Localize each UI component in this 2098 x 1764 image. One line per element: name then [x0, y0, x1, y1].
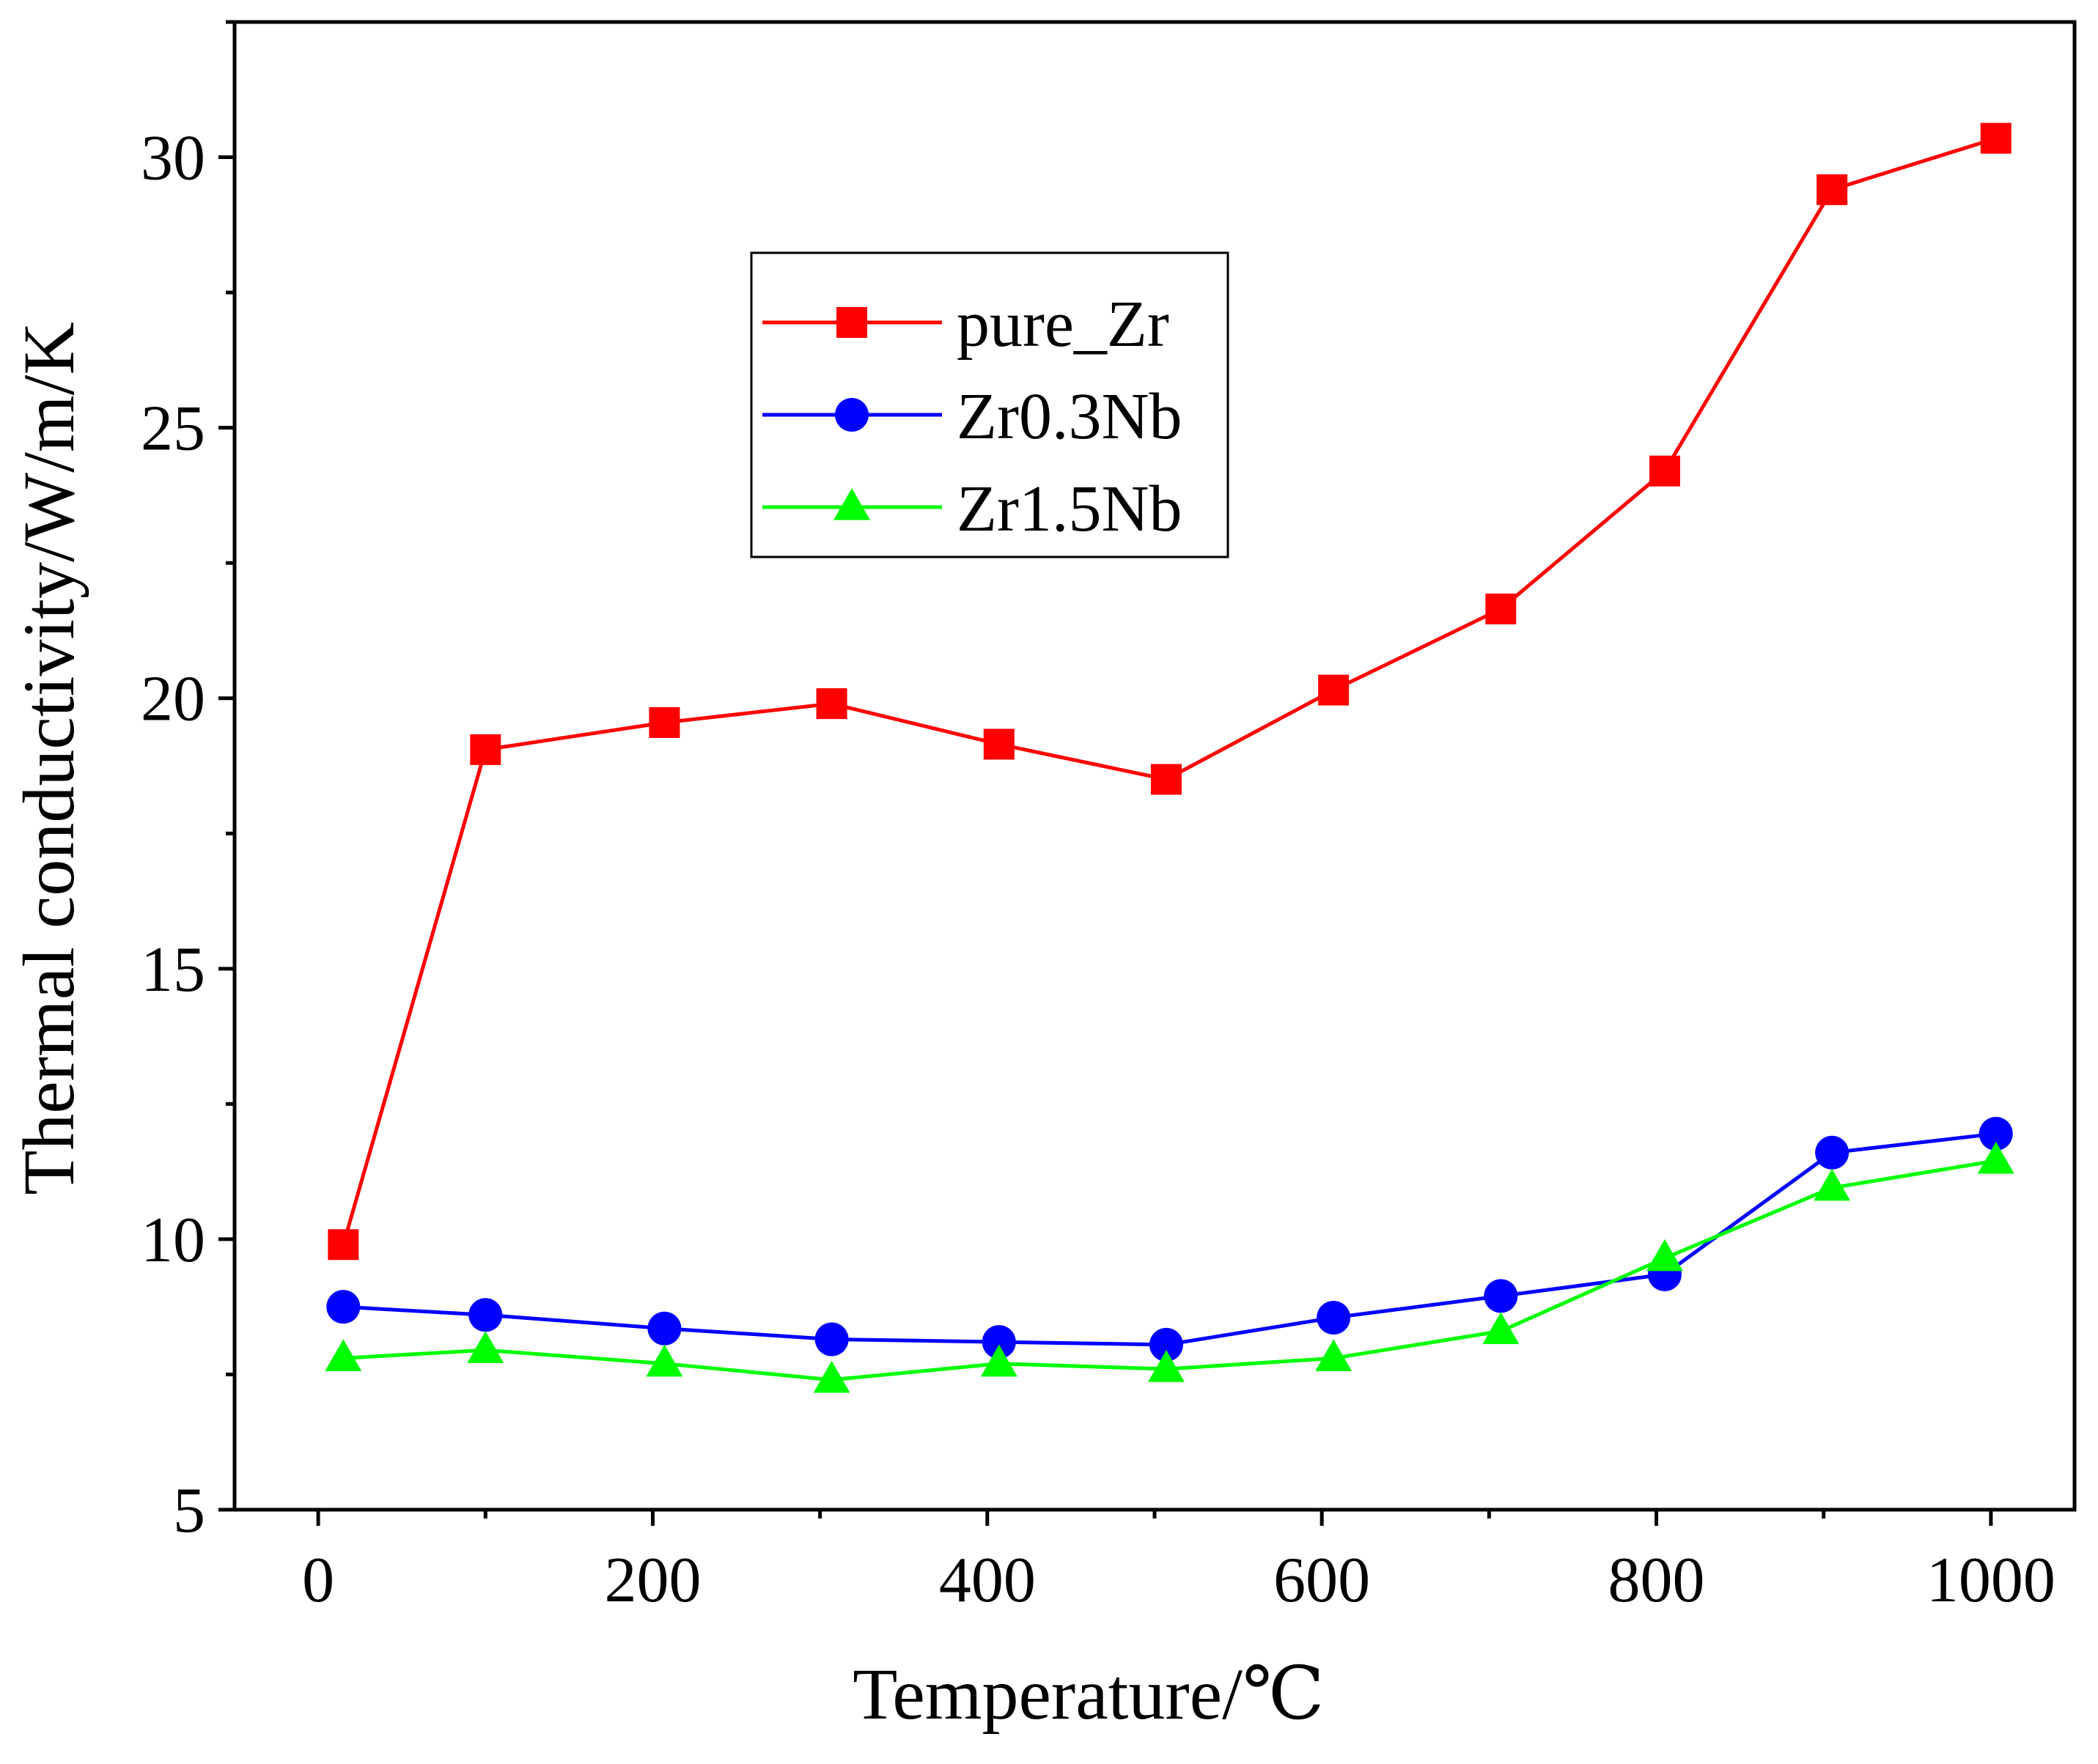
data-point-pure-zr	[1649, 455, 1680, 487]
data-point-zr1-5nb	[325, 1339, 362, 1371]
data-point-zr1-5nb	[646, 1344, 683, 1377]
data-point-pure-zr	[816, 688, 847, 720]
x-tick-label: 600	[1273, 1545, 1370, 1616]
data-point-zr0-3nb	[1484, 1279, 1518, 1313]
legend-item-zr1-5nb: Zr1.5Nb	[762, 473, 1182, 545]
legend-marker-pure-zr	[836, 307, 867, 338]
data-point-zr1-5nb	[1315, 1339, 1352, 1371]
data-point-pure-zr	[1817, 174, 1848, 205]
y-tick-label: 30	[141, 123, 205, 194]
legend-item-pure-zr: pure_Zr	[762, 288, 1169, 361]
legend: pure_Zr Zr0.3Nb Zr1.5Nb	[750, 251, 1229, 558]
data-point-pure-zr	[983, 728, 1015, 760]
data-point-zr1-5nb	[467, 1331, 504, 1363]
data-point-zr1-5nb	[1646, 1239, 1683, 1272]
x-axis-title: Temperature/℃	[853, 1653, 1324, 1735]
y-tick-label: 20	[141, 664, 205, 735]
data-point-zr0-3nb	[647, 1311, 682, 1346]
data-point-zr0-3nb	[468, 1298, 503, 1332]
x-tick-label: 1000	[1926, 1545, 2055, 1616]
data-point-zr0-3nb	[1317, 1300, 1351, 1335]
x-tick-label: 800	[1608, 1545, 1705, 1616]
data-point-pure-zr	[470, 734, 501, 765]
data-point-zr0-3nb	[1149, 1327, 1183, 1362]
data-point-zr0-3nb	[1815, 1135, 1849, 1170]
y-tick-label: 15	[141, 934, 205, 1005]
series-pure-zr	[328, 122, 2011, 1261]
plot-series	[325, 122, 2014, 1393]
data-point-zr0-3nb	[326, 1290, 361, 1324]
data-point-zr1-5nb	[813, 1360, 850, 1393]
x-tick-label: 400	[939, 1545, 1036, 1616]
axes: 0 200 400 600 800 1000 5 10 15 20 25 30 Temperature/…	[8, 20, 2077, 1735]
legend-label-zr1-5nb: Zr1.5Nb	[957, 473, 1182, 545]
data-point-pure-zr	[328, 1229, 359, 1261]
data-point-pure-zr	[1318, 674, 1350, 706]
x-tick-label: 200	[604, 1545, 701, 1616]
y-tick-label: 10	[141, 1205, 205, 1276]
data-point-zr1-5nb	[1977, 1141, 2014, 1174]
data-point-zr1-5nb	[1482, 1312, 1520, 1345]
legend-label-pure-zr: pure_Zr	[957, 288, 1169, 361]
data-point-zr0-3nb	[982, 1325, 1016, 1359]
data-point-zr1-5nb	[980, 1344, 1017, 1377]
legend-marker-zr0-3nb	[835, 398, 869, 432]
data-point-pure-zr	[1485, 593, 1517, 624]
legend-marker-zr1-5nb	[833, 487, 870, 520]
data-point-zr1-5nb	[1814, 1168, 1851, 1201]
data-point-pure-zr	[1980, 122, 2011, 154]
series-zr1-5nb	[325, 1141, 2014, 1393]
legend-label-zr0-3nb: Zr0.3Nb	[957, 380, 1182, 453]
data-point-zr1-5nb	[1147, 1350, 1185, 1382]
legend-item-zr0-3nb: Zr0.3Nb	[762, 380, 1182, 453]
data-point-pure-zr	[1150, 764, 1182, 795]
data-point-zr0-3nb	[1979, 1116, 2013, 1151]
data-point-pure-zr	[649, 706, 680, 738]
x-tick-label: 0	[302, 1545, 334, 1616]
y-axis-title: Thermal conductivity/W/m/K	[8, 322, 89, 1195]
data-point-zr0-3nb	[814, 1322, 849, 1357]
y-tick-label: 5	[173, 1475, 205, 1546]
y-tick-label: 25	[141, 394, 205, 465]
